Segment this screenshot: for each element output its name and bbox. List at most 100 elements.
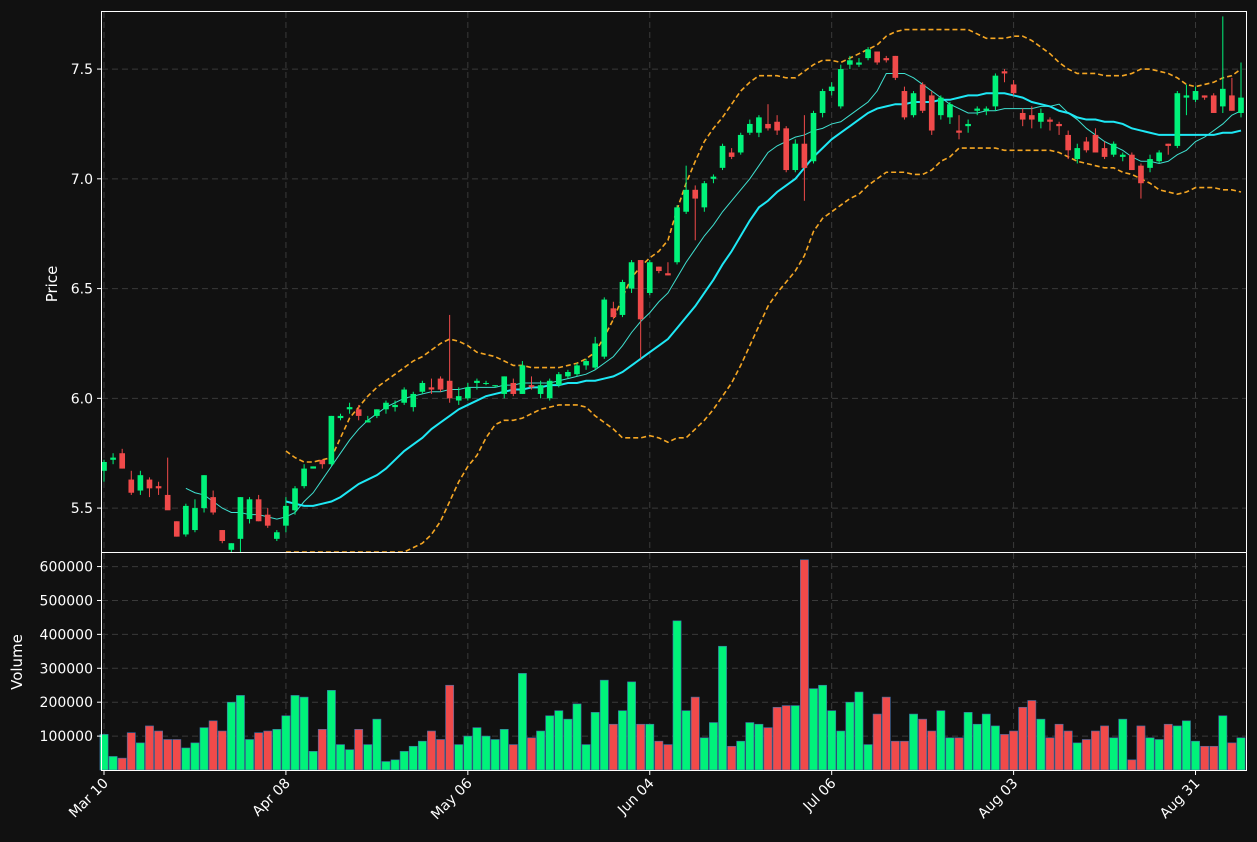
volume-bar: [1127, 759, 1137, 771]
candle-body: [246, 499, 253, 520]
candle-body: [1065, 134, 1071, 151]
volume-bar: [991, 725, 1000, 771]
candle: [656, 266, 662, 274]
candle: [164, 457, 171, 511]
candle: [446, 314, 453, 403]
candle: [137, 470, 144, 495]
candle: [192, 499, 198, 533]
candle-body: [583, 361, 589, 366]
price-grid: [102, 12, 1246, 552]
candle-body: [110, 457, 116, 460]
candle: [601, 297, 608, 359]
candle-body: [537, 385, 544, 394]
candle: [792, 139, 799, 173]
candle: [983, 106, 990, 116]
candle: [892, 55, 899, 81]
ma-short-line: [185, 72, 1242, 520]
volume-bar: [372, 718, 382, 771]
candle: [474, 378, 480, 390]
candle-body: [519, 365, 526, 394]
candle-body: [1129, 154, 1135, 171]
candle: [874, 51, 880, 65]
volume-bar: [772, 706, 782, 771]
candle-body: [1083, 141, 1090, 151]
candle-body: [646, 262, 653, 293]
volume-bar: [427, 730, 436, 771]
candle-body: [401, 389, 407, 403]
candle-body: [355, 409, 362, 416]
moving-averages: [185, 72, 1242, 520]
candle: [155, 481, 162, 495]
volume-bar: [763, 727, 773, 771]
volume-bar: [1209, 745, 1219, 771]
candle-body: [1229, 95, 1235, 111]
candle-body: [364, 420, 371, 423]
volume-bar: [518, 673, 527, 771]
candle-body: [947, 104, 953, 118]
candle: [1147, 154, 1153, 173]
candle-body: [283, 505, 289, 526]
volume-bar: [845, 701, 855, 771]
volume-bar: [1172, 725, 1182, 771]
volume-bar: [827, 710, 837, 771]
candle: [537, 380, 544, 399]
candle-body: [1056, 123, 1062, 127]
candle-body: [1101, 148, 1108, 157]
candle: [519, 361, 526, 394]
candle-body: [965, 123, 971, 127]
candle: [692, 185, 699, 241]
volume-bar: [618, 710, 627, 771]
candle-body: [783, 128, 790, 171]
volume-bar: [809, 688, 818, 771]
candle: [1010, 80, 1017, 96]
volume-bar: [354, 729, 364, 771]
price-tick-label: 7.5: [71, 62, 93, 78]
volume-bar: [663, 744, 673, 771]
candle-body: [628, 262, 635, 289]
volume-bar: [627, 681, 636, 771]
candle-body: [346, 407, 353, 410]
candle-body: [237, 497, 244, 539]
volume-bar: [918, 718, 928, 771]
candle: [719, 143, 726, 171]
volume-bar: [1045, 737, 1055, 771]
candle: [856, 58, 862, 67]
volume-bar: [736, 740, 746, 771]
bollinger-bands: [285, 28, 1242, 553]
candle-body: [956, 130, 962, 133]
candle-body: [492, 385, 498, 387]
volume-bar: [327, 690, 336, 771]
candle-body: [1047, 119, 1053, 122]
candle: [201, 475, 207, 513]
volume-panel-frame: [101, 552, 1247, 771]
candle: [1156, 150, 1162, 164]
volume-bar: [1182, 720, 1191, 771]
volume-bar: [199, 727, 209, 771]
volume-bar: [754, 723, 764, 771]
candle-body: [528, 385, 535, 388]
candle-body: [719, 145, 726, 168]
candle-body: [1001, 71, 1008, 74]
candle-body: [228, 543, 235, 550]
candle: [1119, 152, 1126, 162]
candle: [592, 336, 599, 370]
volume-bar: [363, 744, 373, 771]
candle-body: [183, 505, 189, 535]
candle-body: [428, 387, 435, 390]
candle: [301, 464, 307, 489]
candle: [801, 115, 808, 201]
volume-tick-label: 200000: [40, 695, 93, 711]
volume-bar: [654, 740, 664, 771]
candle: [1210, 93, 1217, 113]
volume-bar: [308, 751, 318, 771]
volume-bar: [972, 723, 982, 771]
candle: [683, 165, 689, 214]
candle-body: [910, 93, 917, 116]
volume-bar: [927, 730, 937, 771]
volume-bar: [163, 739, 173, 771]
candle-body: [474, 380, 480, 383]
candle: [292, 486, 298, 515]
candle: [428, 378, 435, 394]
volume-bar: [254, 732, 264, 771]
candle-body: [101, 462, 107, 471]
